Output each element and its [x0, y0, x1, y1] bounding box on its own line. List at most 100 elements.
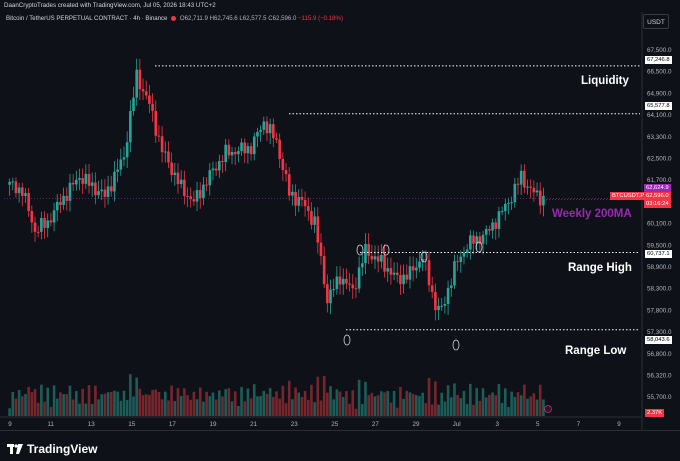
candle-body	[386, 268, 390, 272]
ohlc-high: H62,745.6	[209, 15, 238, 22]
volume-bar	[125, 400, 129, 416]
time-tick-label: 27	[372, 421, 380, 428]
candle-body	[173, 172, 177, 175]
volume-bar	[519, 395, 523, 416]
candle-body	[462, 252, 466, 257]
candle-body	[418, 261, 421, 268]
candle-body	[456, 261, 459, 263]
volume-bar	[129, 374, 132, 416]
candle-body	[332, 289, 335, 291]
volume-bar	[523, 384, 526, 416]
volume-bar	[538, 384, 542, 416]
candle-body	[373, 256, 377, 260]
candle-body	[198, 190, 202, 199]
volume-bar	[437, 404, 440, 416]
candle-body	[440, 305, 444, 307]
currency-button[interactable]: USDT	[643, 14, 669, 29]
candle-body	[316, 216, 320, 243]
candle-body	[319, 242, 323, 257]
volume-bar	[430, 404, 434, 416]
volume-bar	[481, 388, 485, 416]
candle-body	[20, 187, 24, 196]
candle-body	[284, 170, 288, 175]
volume-bar	[119, 400, 123, 416]
candle-body	[364, 244, 367, 264]
candle-body	[106, 186, 110, 197]
volume-bar	[306, 399, 310, 416]
touch-marker	[420, 251, 428, 263]
volume-bar	[157, 392, 161, 416]
last-price-ticker: BTCUSDT.P	[610, 192, 645, 200]
candle-body	[176, 172, 180, 185]
volume-bar	[237, 405, 240, 416]
volume-bar	[262, 390, 266, 416]
time-tick-label: 5	[536, 421, 540, 428]
volume-bar	[322, 376, 326, 416]
volume-bar	[87, 385, 91, 416]
last-price-label: 62,596.0	[644, 192, 671, 200]
symbol-title[interactable]: Bitcoin / TetherUS PERPETUAL CONTRACT · …	[6, 15, 168, 22]
volume-bar	[103, 393, 107, 416]
annotation-liquidity: Liquidity	[581, 75, 629, 87]
candle-body	[14, 181, 18, 194]
candle-body	[55, 201, 59, 211]
volume-bar	[415, 395, 418, 416]
candle-body	[24, 193, 27, 196]
volume-bar	[24, 394, 27, 416]
volume-bar	[427, 377, 431, 416]
level-label-2: 65,577.8	[645, 102, 672, 110]
ohlc-change: −115.9 (−0.18%)	[298, 15, 343, 22]
candle-body	[132, 97, 135, 111]
time-tick-label: 15	[128, 421, 136, 428]
volume-bar	[532, 393, 536, 416]
price-tick-label: 55,700.0	[647, 394, 672, 401]
candle-body	[338, 276, 342, 285]
candle-body	[33, 222, 37, 232]
level-label-3: 60,737.1	[645, 250, 672, 258]
volume-bar	[186, 395, 189, 416]
volume-bar	[516, 392, 520, 416]
volume-bar	[275, 391, 278, 416]
candle-body	[478, 236, 482, 244]
volume-bar	[27, 387, 30, 416]
volume-bar	[30, 392, 34, 416]
candle-body	[472, 235, 475, 244]
price-tick-label: 58,300.0	[647, 286, 672, 293]
candle-body	[351, 284, 355, 289]
candle-body	[227, 144, 231, 156]
volume-bar	[354, 408, 358, 416]
volume-bar	[424, 403, 428, 416]
candle-body	[475, 236, 478, 244]
time-tick-label: 13	[88, 421, 96, 428]
volume-bar	[405, 390, 409, 416]
candle-body	[65, 195, 69, 201]
price-tick-label: 60,100.0	[647, 221, 672, 228]
candle-body	[322, 256, 326, 285]
volume-bar	[59, 392, 62, 416]
candle-body	[157, 135, 161, 137]
touch-marker	[356, 244, 364, 256]
tradingview-logo-icon	[7, 444, 23, 454]
volume-bar	[135, 377, 138, 416]
candle-body	[519, 170, 523, 185]
tradingview-logo[interactable]: TradingView	[7, 442, 97, 456]
volume-bar	[421, 392, 424, 416]
candle-body	[443, 304, 447, 306]
candle-body	[224, 144, 227, 163]
volume-bar	[246, 388, 250, 416]
candle-body	[170, 162, 173, 175]
candle-body	[513, 183, 517, 203]
volume-bar	[272, 396, 275, 416]
candle-body	[430, 285, 434, 292]
volume-bar	[395, 407, 399, 416]
candle-body	[78, 178, 81, 180]
touch-marker	[343, 334, 351, 346]
candle-body	[465, 249, 469, 253]
candle-body	[538, 190, 542, 206]
candle-body	[252, 136, 256, 155]
candle-body	[306, 206, 310, 211]
volume-bar	[316, 376, 320, 416]
candle-body	[449, 285, 453, 288]
candle-body	[46, 220, 50, 228]
